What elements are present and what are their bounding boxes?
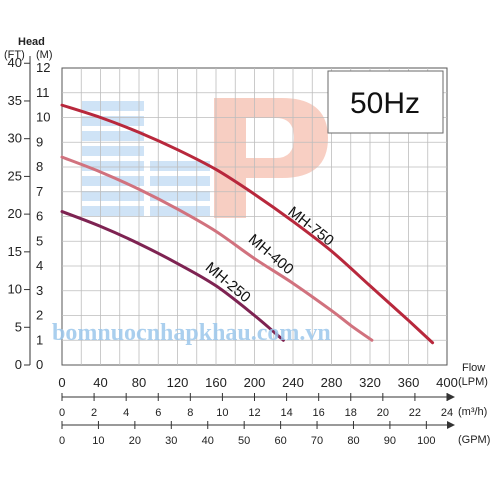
frequency-label: 50Hz <box>350 87 420 120</box>
y-axis-title: Head <box>18 36 45 48</box>
x-axis-gpm-tick-label: 20 <box>129 435 141 447</box>
x-tick-label-lpm: 200 <box>244 375 266 390</box>
x-tick-label-lpm: 240 <box>282 375 304 390</box>
curve-label-mh-400: MH-400 <box>245 231 297 278</box>
x-axis-gpm-tick-label: 10 <box>92 435 104 447</box>
x-axis-gpm-tick-label: 0 <box>59 435 65 447</box>
y-tick-label-ft: 20 <box>8 206 22 221</box>
x-tick-label-lpm: 320 <box>359 375 381 390</box>
y-tick-label-ft: 35 <box>8 93 22 108</box>
x-tick-label-lpm: 400 <box>436 375 458 390</box>
x-axis-m3h-tick-label: 0 <box>59 407 65 419</box>
x-axis-gpm-tick-label: 70 <box>311 435 323 447</box>
x-axis-m3h-tick-label: 22 <box>409 407 421 419</box>
x-axis-m3h-tick-label: 2 <box>91 407 97 419</box>
x-unit-gpm: (GPM) <box>458 434 490 446</box>
x-axis-m3h-tick-label: 6 <box>155 407 161 419</box>
x-axis-m3h-tick-label: 16 <box>313 407 325 419</box>
curve-label-mh-750: MH-750 <box>285 203 338 249</box>
y-tick-label-ft: 5 <box>15 319 22 334</box>
x-axis-m3h-tick-label: 10 <box>216 407 228 419</box>
x-axis-title: Flow <box>462 362 485 374</box>
y-tick-label-ft: 0 <box>15 357 22 372</box>
x-tick-label-lpm: 0 <box>58 375 65 390</box>
x-tick-label-lpm: 280 <box>321 375 343 390</box>
y-tick-label-m: 12 <box>36 60 50 75</box>
y-tick-label-m: 3 <box>36 283 43 298</box>
x-axis-gpm-tick-label: 50 <box>238 435 250 447</box>
x-tick-label-lpm: 120 <box>167 375 189 390</box>
x-axis-m3h-arrow <box>447 393 455 401</box>
y-tick-label-m: 10 <box>36 110 50 125</box>
watermark-text: bomnuocnhapkhau.com.vn <box>52 320 331 346</box>
x-axis-gpm-tick-label: 100 <box>417 435 435 447</box>
x-tick-label-lpm: 80 <box>132 375 146 390</box>
x-axis-m3h-tick-label: 12 <box>248 407 260 419</box>
x-axis-m3h-tick-label: 8 <box>187 407 193 419</box>
y-tick-label-m: 8 <box>36 159 43 174</box>
y-tick-label-m: 7 <box>36 184 43 199</box>
y-tick-label-m: 9 <box>36 134 43 149</box>
y-tick-label-m: 1 <box>36 332 43 347</box>
y-tick-label-m: 2 <box>36 308 43 323</box>
x-axis-m3h-tick-label: 24 <box>441 407 453 419</box>
x-axis-m3h-tick-label: 14 <box>280 407 292 419</box>
x-axis-m3h-tick-label: 4 <box>123 407 129 419</box>
y-tick-label-m: 5 <box>36 233 43 248</box>
x-unit-lpm: (LPM) <box>458 376 488 388</box>
x-axis-m3h-tick-label: 20 <box>377 407 389 419</box>
x-tick-label-lpm: 360 <box>398 375 420 390</box>
x-axis-gpm-arrow <box>447 421 455 429</box>
x-axis-m3h-tick-label: 18 <box>345 407 357 419</box>
y-tick-label-ft: 40 <box>8 55 22 70</box>
y-tick-label-m: 11 <box>36 85 50 100</box>
y-tick-label-m: 4 <box>36 258 43 273</box>
x-axis-gpm-tick-label: 90 <box>384 435 396 447</box>
x-axis-gpm-tick-label: 40 <box>202 435 214 447</box>
watermark-logo <box>82 98 328 218</box>
x-axis-gpm-tick-label: 60 <box>274 435 286 447</box>
y-tick-label-m: 0 <box>36 357 43 372</box>
y-tick-label-m: 6 <box>36 209 43 224</box>
y-tick-label-ft: 10 <box>8 282 22 297</box>
x-tick-label-lpm: 40 <box>93 375 107 390</box>
x-axis-gpm-tick-label: 30 <box>165 435 177 447</box>
y-tick-label-ft: 15 <box>8 244 22 259</box>
x-axis-gpm-tick-label: 80 <box>347 435 359 447</box>
x-tick-label-lpm: 160 <box>205 375 227 390</box>
y-tick-label-ft: 25 <box>8 168 22 183</box>
y-tick-label-ft: 30 <box>8 131 22 146</box>
x-unit-m3h: (m³/h) <box>458 406 487 418</box>
